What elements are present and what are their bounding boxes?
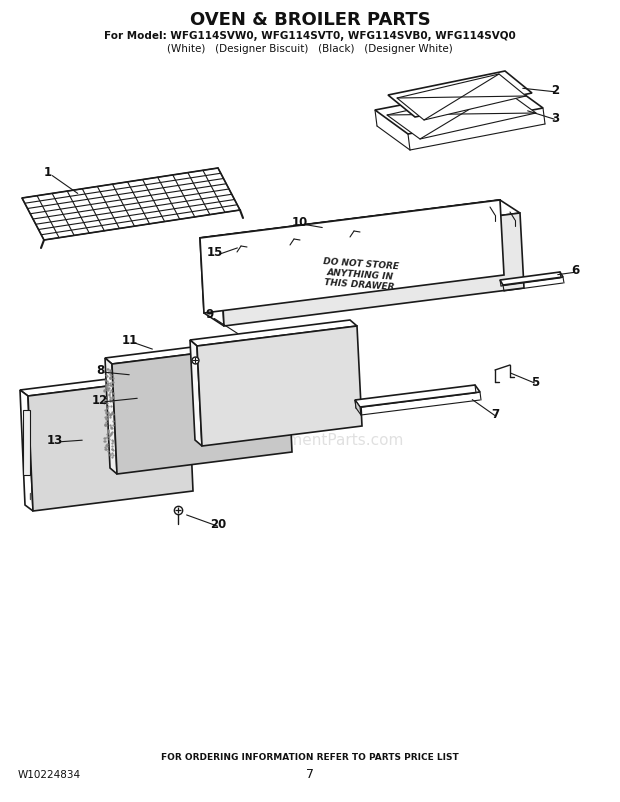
Polygon shape [28, 376, 193, 511]
Text: 12: 12 [92, 394, 108, 407]
Text: 20: 20 [210, 519, 226, 532]
Text: 1: 1 [44, 165, 52, 179]
Polygon shape [22, 168, 240, 240]
Text: FOR ORDERING INFORMATION REFER TO PARTS PRICE LIST: FOR ORDERING INFORMATION REFER TO PARTS … [161, 754, 459, 763]
Polygon shape [355, 385, 480, 407]
Polygon shape [375, 84, 543, 134]
Text: 13: 13 [47, 434, 63, 447]
Text: 10: 10 [292, 216, 308, 229]
Polygon shape [388, 71, 532, 117]
Polygon shape [200, 238, 224, 326]
Polygon shape [23, 410, 30, 475]
Text: 3: 3 [551, 111, 559, 124]
Polygon shape [220, 213, 524, 326]
Text: (White)   (Designer Biscuit)   (Black)   (Designer White): (White) (Designer Biscuit) (Black) (Desi… [167, 44, 453, 54]
Text: 7: 7 [491, 408, 499, 422]
Text: 5: 5 [531, 375, 539, 388]
Polygon shape [190, 320, 357, 346]
Text: 8: 8 [96, 363, 104, 376]
Text: For Model: WFG114SVW0, WFG114SVT0, WFG114SVB0, WFG114SVQ0: For Model: WFG114SVW0, WFG114SVT0, WFG11… [104, 31, 516, 41]
Polygon shape [105, 336, 287, 364]
Text: W10224834: W10224834 [18, 770, 81, 780]
Text: 6: 6 [571, 264, 579, 277]
Polygon shape [355, 400, 361, 415]
Text: 2: 2 [551, 83, 559, 96]
Polygon shape [105, 358, 117, 474]
Text: 9: 9 [206, 309, 214, 322]
Polygon shape [112, 342, 292, 474]
Text: 7: 7 [306, 768, 314, 781]
Text: OVEN & BROILER PARTS: OVEN & BROILER PARTS [190, 11, 430, 29]
Polygon shape [20, 390, 33, 511]
Polygon shape [200, 200, 520, 251]
Polygon shape [387, 89, 536, 139]
Polygon shape [500, 272, 563, 285]
Polygon shape [20, 370, 188, 396]
Polygon shape [397, 74, 526, 120]
Polygon shape [197, 326, 362, 446]
Polygon shape [190, 340, 202, 446]
Text: 15: 15 [207, 246, 223, 260]
Text: eReplacementParts.com: eReplacementParts.com [217, 432, 403, 448]
Text: 11: 11 [122, 334, 138, 346]
Polygon shape [200, 200, 504, 313]
Text: DO NOT STORE
ANYTHING IN
THIS DRAWER: DO NOT STORE ANYTHING IN THIS DRAWER [321, 257, 399, 293]
